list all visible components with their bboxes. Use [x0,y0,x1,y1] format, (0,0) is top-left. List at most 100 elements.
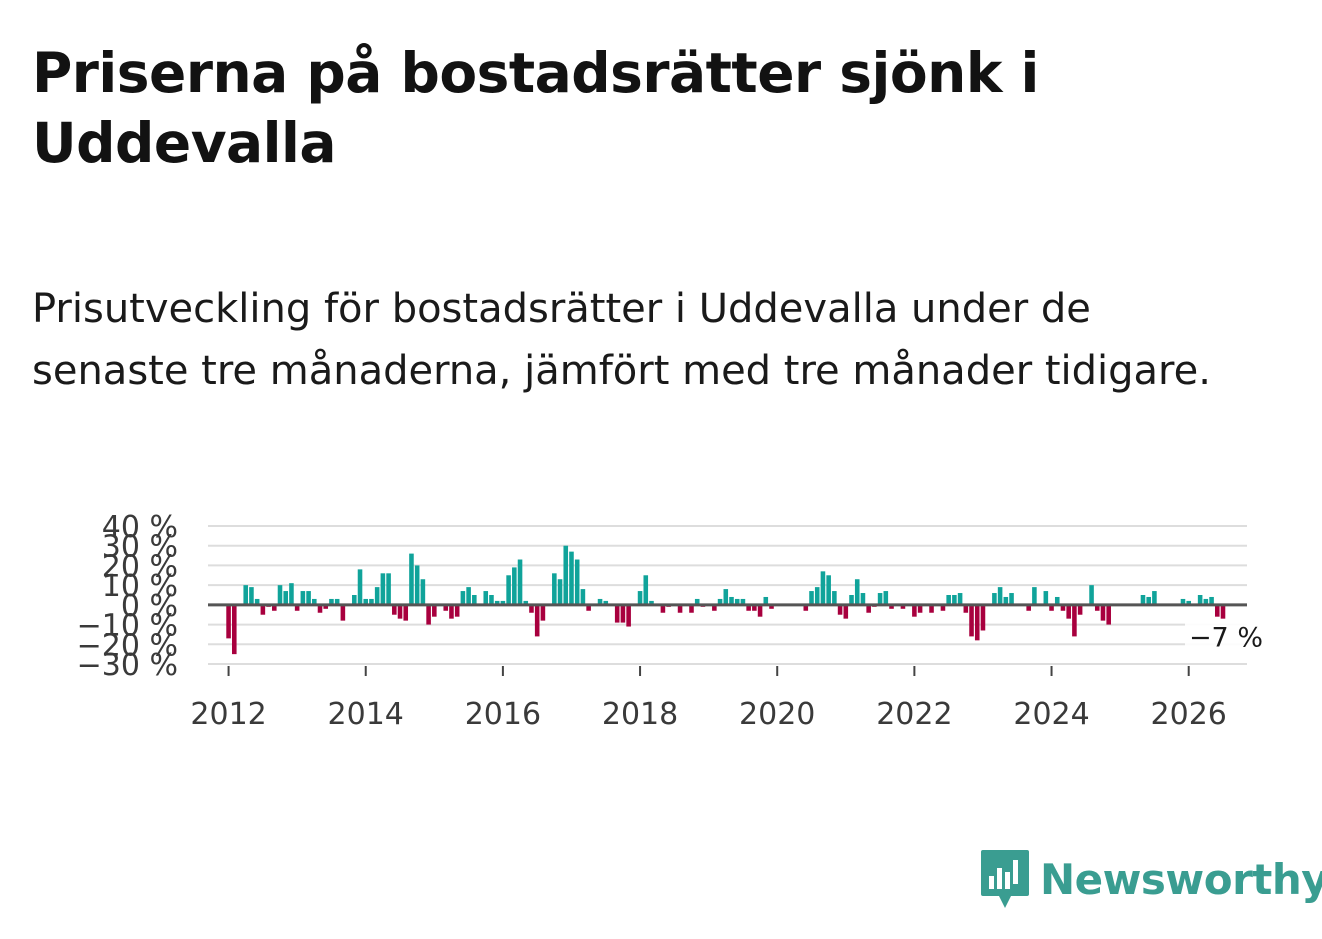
bar [992,593,997,605]
x-tick-label: 2016 [465,697,541,732]
bar [357,569,363,605]
bar [917,604,923,613]
bar [409,553,414,605]
bar [323,604,329,609]
bar [426,604,431,625]
bar [1066,604,1071,619]
bar [352,595,357,605]
bar [569,551,574,605]
bar [374,587,380,605]
y-tick-label: 40 % [102,510,178,545]
bar [472,595,477,605]
bar [552,573,557,605]
bar [626,604,631,627]
bar [837,604,843,615]
x-tick-label: 2024 [1013,697,1089,732]
bar [814,587,820,605]
chart-title: Priserna på bostadsrätter sjönk i Uddeva… [32,41,1039,175]
bar [574,559,580,605]
bar [1106,604,1111,625]
bar [540,604,546,621]
bar [752,604,757,611]
x-tick-label: 2012 [190,697,266,732]
bar [249,587,254,605]
bar [466,587,471,605]
bar [820,571,826,605]
bar [420,579,426,605]
bar [614,604,620,623]
x-tick-label: 2026 [1151,697,1227,732]
bar [386,573,391,605]
bar [340,604,346,621]
bar [603,600,609,605]
bar [929,604,934,613]
bar [392,604,397,615]
bar [232,604,237,655]
bar [289,583,294,605]
bar [969,604,974,637]
bar [260,604,266,615]
bar [1100,604,1106,621]
bar [523,600,529,605]
bar [460,591,466,605]
bar [854,579,860,605]
bar [506,575,511,605]
bar [974,604,980,641]
x-tick-label: 2018 [602,697,678,732]
bar [512,567,517,605]
bar [1009,593,1014,605]
bar [529,604,534,613]
bar [226,604,231,639]
bar [300,591,306,605]
y-tick-label: −20 % [77,628,178,663]
bar [649,600,654,605]
bar [1214,604,1220,617]
x-tick-label: 2014 [328,697,404,732]
last-value-label: −7 % [1189,623,1263,654]
bar [889,604,894,609]
bar [443,604,449,611]
bar [312,598,317,605]
y-tick-label: 30 % [102,530,178,565]
bar [832,591,837,605]
bar [740,598,746,605]
bar [1089,585,1094,605]
bar [1094,604,1100,611]
bar [1060,604,1066,611]
bar [757,604,763,617]
bar [563,545,569,605]
bar [272,604,277,611]
bar [843,604,849,619]
chart-subtitle: Prisutveckling för bostadsrätter i Uddev… [32,286,1211,394]
bar [1043,591,1049,605]
bar [449,604,454,619]
bar [952,595,957,605]
y-tick-label: 10 % [102,569,178,604]
bar [677,604,683,613]
bar [746,604,751,611]
bar [517,559,523,605]
bar [254,598,260,605]
bar [1003,596,1009,605]
bar [660,604,666,613]
bar [329,598,334,605]
x-tick-label: 2020 [739,697,815,732]
bar [317,604,323,613]
bar [597,598,603,605]
bar [363,598,369,605]
y-tick-label: −10 % [77,609,178,644]
brand-name: Newsworthy [1040,854,1322,904]
x-tick-label: 2022 [876,697,952,732]
bar [369,598,374,605]
bar [694,598,700,605]
bar [1054,596,1060,605]
bar [580,589,586,605]
bar [1180,598,1186,605]
bar [712,604,717,611]
bar [957,593,963,605]
bar [483,591,489,605]
bar [534,604,540,637]
bar [1186,600,1191,605]
newsworthy-logo: Newsworthy [980,848,1322,910]
